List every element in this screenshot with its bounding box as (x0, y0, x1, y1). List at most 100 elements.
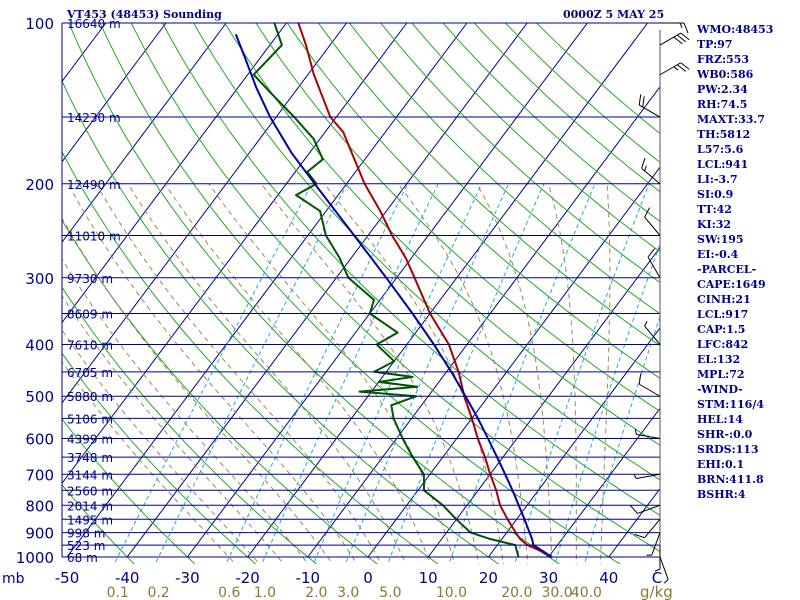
wind-barb-staff (637, 504, 661, 514)
wind-barb-staff (644, 216, 661, 236)
moist-adiabat-line (548, 183, 577, 564)
isotherm-line (62, 23, 408, 485)
index-item: BRN:411.8 (697, 473, 764, 486)
dry-adiabat-line (161, 23, 660, 516)
index-item: CAPE:1649 (697, 278, 766, 291)
index-item: PW:2.34 (697, 83, 748, 96)
dry-adiabat-line (62, 418, 196, 564)
wind-barb-staff (636, 473, 661, 479)
moist-adiabat-line (62, 217, 334, 564)
height-label: 68 m (67, 551, 98, 565)
pressure-tick-label: 300 (25, 270, 54, 288)
mixing-ratio-line (514, 183, 650, 564)
index-item: LCL:941 (697, 158, 749, 171)
mixing-ratio-line (261, 183, 439, 564)
mixing-ratio-tick-label: 0.6 (218, 585, 240, 600)
wind-barb-flag (638, 373, 642, 385)
isotherm-line (487, 327, 660, 558)
height-label: 6705 m (67, 366, 113, 380)
index-item: TP:97 (697, 38, 733, 51)
pressure-unit-label: mb (2, 571, 25, 587)
moist-adiabat-line (599, 183, 611, 564)
wind-barb-half-flag (633, 473, 637, 479)
moist-adiabat-line (208, 183, 456, 564)
index-item: BSHR:4 (697, 488, 746, 501)
wind-barb-staff (636, 433, 661, 440)
wind-barb-half-flag (679, 22, 683, 29)
isotherm-line (62, 23, 167, 163)
temperature-unit-label: C (652, 569, 662, 587)
dry-adiabat-line (224, 23, 660, 446)
wind-barb-flag (634, 533, 645, 539)
wind-barb (641, 157, 661, 185)
index-item: -WIND- (697, 383, 743, 396)
wind-barb-flag (629, 505, 638, 514)
height-label: 14230 m (67, 111, 121, 125)
index-item: RH:74.5 (697, 98, 748, 111)
mixing-ratio-line (554, 242, 660, 564)
wind-barb (634, 428, 661, 440)
moist-adiabat-line (476, 183, 553, 564)
dry-adiabat-line (68, 23, 561, 564)
wind-barb-staff (647, 256, 661, 279)
index-item: KI:32 (697, 218, 732, 231)
wind-barb-flag (644, 207, 651, 218)
dry-adiabat-line (62, 286, 318, 564)
wind-barb-flag (677, 34, 687, 43)
moist-adiabat-line (62, 329, 261, 564)
moist-adiabat-line (397, 183, 529, 564)
moist-adiabat-line (164, 183, 431, 564)
mixing-ratio-tick-label: 30.0 (541, 585, 572, 600)
wind-barb (629, 504, 661, 514)
index-item: CAP:1.5 (697, 323, 746, 336)
temperature-tick-label: 40 (599, 569, 618, 587)
moist-adiabat-line (260, 183, 480, 564)
wind-barb-flag (647, 248, 656, 258)
height-label: 5106 m (67, 412, 113, 426)
dry-adiabat-line (255, 23, 660, 413)
temperature-tick-label: 10 (419, 569, 438, 587)
height-label: 523 m (67, 539, 105, 553)
mixing-ratio-tick-label: 0.1 (107, 585, 129, 600)
wind-barb-flag (683, 22, 689, 34)
index-item: CINH:21 (697, 293, 751, 306)
height-label: 998 m (67, 527, 105, 541)
temperature-tick-label: 0 (363, 569, 373, 587)
pressure-tick-label: 600 (25, 431, 54, 449)
temperature-tick-label: -40 (115, 569, 140, 587)
pressure-tick-label: 1000 (16, 549, 54, 567)
moist-adiabat-line (323, 183, 504, 564)
wind-barb-half-flag (673, 66, 679, 71)
index-item: EHI:0.1 (697, 458, 745, 471)
isotherm-line (427, 246, 660, 558)
height-label: 7610 m (67, 339, 113, 353)
height-label: 1495 m (67, 513, 113, 527)
wind-barb-staff (644, 325, 661, 345)
wind-barb-flag (680, 32, 690, 41)
temperature-tick-label: 30 (539, 569, 558, 587)
index-item: -PARCEL- (697, 263, 757, 276)
index-item: SHR-:0.0 (697, 428, 753, 441)
isotherm-line (62, 23, 348, 404)
moist-adiabat-line (95, 183, 382, 564)
pressure-tick-label: 400 (25, 337, 54, 355)
height-label: 3144 m (67, 468, 113, 482)
mixing-ratio-tick-label: 20.0 (501, 585, 532, 600)
wind-barb (646, 532, 661, 556)
wind-barb-staff (644, 518, 661, 539)
dry-adiabat-line (130, 23, 660, 553)
temperature-tick-label: -50 (55, 569, 80, 587)
wind-barb-staff (638, 383, 661, 397)
mixing-ratio-tick-label: 1.0 (254, 585, 276, 600)
height-label: 2560 m (67, 484, 113, 498)
dry-adiabat-line (473, 23, 660, 193)
index-item: MAXT:33.7 (697, 113, 765, 126)
wind-barb-flag (677, 64, 687, 72)
mixing-ratio-tick-label: 2.0 (305, 585, 327, 600)
pressure-tick-label: 500 (25, 388, 54, 406)
isotherm-line (126, 23, 528, 558)
height-label: 9730 m (67, 272, 113, 286)
wind-barb-half-flag (634, 428, 637, 435)
wind-barb-staff (659, 556, 669, 580)
